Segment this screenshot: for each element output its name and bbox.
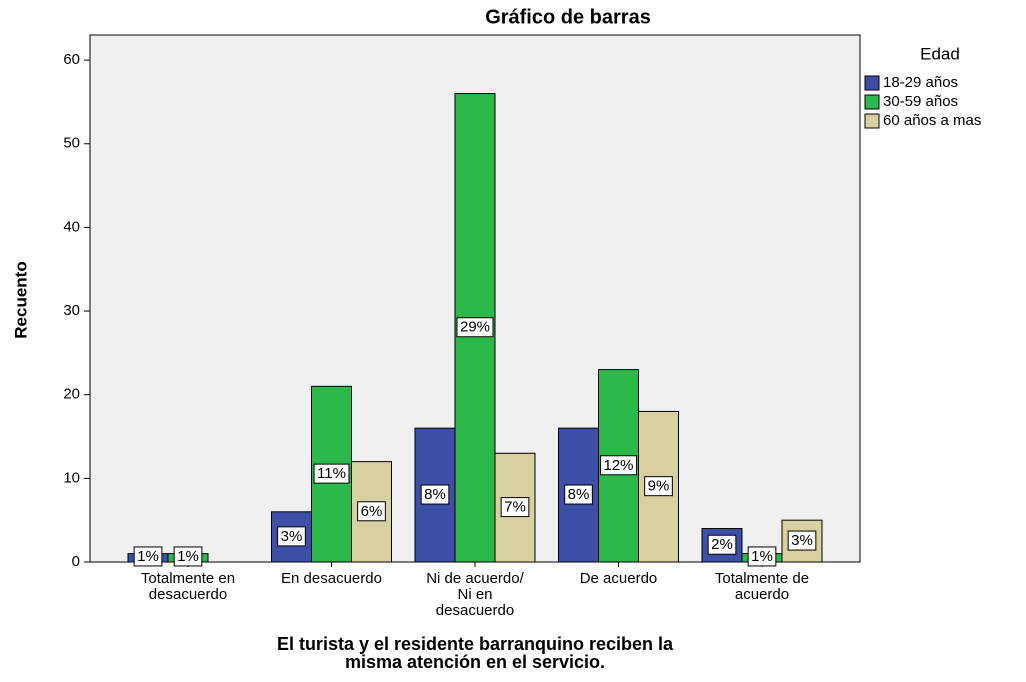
value-label: 3% xyxy=(791,532,813,549)
y-tick-label: 50 xyxy=(63,135,80,152)
value-label: 1% xyxy=(177,548,199,565)
legend-label: 30-59 años xyxy=(883,93,958,110)
value-label-box xyxy=(456,317,494,338)
legend-label: 18-29 años xyxy=(883,74,958,91)
x-tick-label: Totalmente en desacuerdo xyxy=(141,570,235,603)
x-tick-label: Ni de acuerdo/Ni en desacuerdo xyxy=(426,570,524,619)
value-label: 3% xyxy=(281,528,303,545)
value-label: 1% xyxy=(751,548,773,565)
value-label: 29% xyxy=(460,319,490,336)
value-label: 8% xyxy=(424,486,446,503)
value-label: 6% xyxy=(361,503,383,520)
value-label-box xyxy=(644,476,673,497)
chart-title: Gráfico de barras xyxy=(485,6,651,28)
value-label-box xyxy=(707,534,737,555)
x-tick-label: En desacuerdo xyxy=(281,570,382,587)
y-tick-label: 30 xyxy=(63,302,80,319)
y-tick-label: 20 xyxy=(63,386,80,403)
value-label-box xyxy=(133,546,163,567)
value-label-box xyxy=(277,526,306,547)
value-label-box xyxy=(500,497,530,518)
value-label-box xyxy=(173,546,203,567)
y-tick-label: 60 xyxy=(63,51,80,68)
value-label: 8% xyxy=(568,486,590,503)
legend-swatch xyxy=(864,75,880,91)
x-axis-label: El turista y el residente barranquino re… xyxy=(277,634,674,672)
value-label: 2% xyxy=(711,536,733,553)
value-label: 9% xyxy=(648,478,670,495)
value-label-box xyxy=(787,530,817,551)
value-label-box xyxy=(747,546,777,567)
value-label: 1% xyxy=(137,548,159,565)
legend-label: 60 años a mas xyxy=(883,112,981,129)
x-tick-label: De acuerdo xyxy=(580,570,658,587)
x-tick-label: Totalmente de acuerdo xyxy=(715,570,809,603)
value-label: 12% xyxy=(603,457,633,474)
value-label-box xyxy=(564,484,593,505)
value-label-box xyxy=(420,484,450,505)
y-tick-label: 0 xyxy=(72,553,80,570)
legend-swatch xyxy=(864,113,880,129)
value-label: 11% xyxy=(317,465,346,482)
value-label-box xyxy=(313,463,350,484)
legend-title: Edad xyxy=(920,44,960,63)
y-axis-label: Recuento xyxy=(11,261,30,338)
y-tick-label: 10 xyxy=(63,469,80,486)
value-label-box xyxy=(599,455,638,476)
legend-swatch xyxy=(864,94,880,110)
value-label-box xyxy=(357,501,386,522)
value-label: 7% xyxy=(504,499,526,516)
y-tick-label: 40 xyxy=(63,218,80,235)
